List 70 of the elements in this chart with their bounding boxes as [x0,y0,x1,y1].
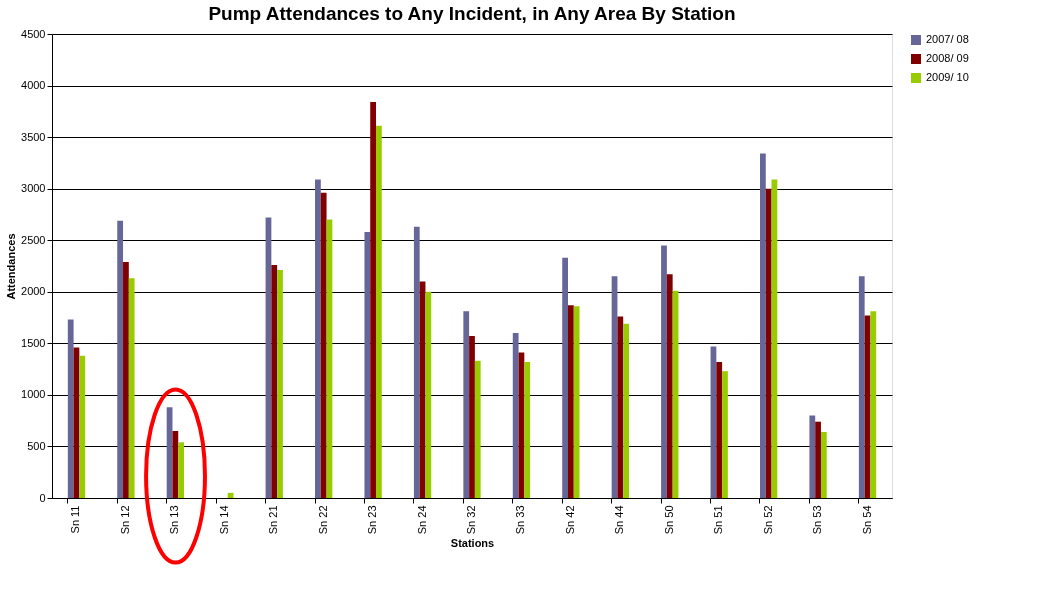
bar [370,102,376,498]
bar [623,323,629,498]
bar [573,306,580,498]
bar [524,361,531,498]
bar [661,245,667,498]
y-axis-title: Attendances [5,233,18,300]
bar [815,421,821,498]
x-tick-label: Sn 44 [613,505,626,535]
legend-label: 2008/ 09 [926,52,969,64]
legend-label: 2009/ 10 [926,71,969,83]
bar [128,278,135,498]
x-axis-title: Stations [450,537,495,550]
bar [765,188,772,498]
bar [123,261,129,498]
x-tick-label: Sn 24 [415,505,428,535]
x-tick-label: Sn 22 [316,505,329,535]
bar [79,355,86,498]
x-tick-label: Sn 21 [267,505,280,535]
bar [67,319,74,498]
chart-title: Pump Attendances to Any Incident, in Any Area By Station [208,3,736,24]
x-tick-label: Sn 53 [811,505,824,535]
bar [870,311,877,498]
x-tick-label: Sn 52 [761,505,774,535]
legend-label: 2007/ 08 [926,33,969,45]
x-tick-label: Sn 54 [860,505,873,535]
x-tick-label: Sn 33 [514,505,527,535]
bar [320,192,327,498]
x-tick-label: Sn 51 [712,505,725,535]
x-tick-label: Sn 11 [69,505,82,534]
y-tick-label: 2500 [21,233,46,246]
x-tick-label: Sn 13 [168,505,181,535]
y-tick-label: 3000 [21,182,46,195]
y-tick-label: 2000 [21,285,46,298]
bar [820,432,827,498]
y-tick-label: 3500 [21,130,46,143]
bar [809,415,816,498]
y-tick-label: 0 [39,491,46,504]
bar [413,226,420,498]
bar [568,305,574,498]
x-tick-label: Sn 23 [366,505,379,535]
y-tick-label: 1500 [21,336,46,349]
y-tick-label: 1000 [21,388,46,401]
y-tick-label: 4500 [21,27,46,40]
bar [271,264,278,498]
bar [277,270,283,498]
x-tick-label: Sn 42 [563,505,576,535]
bar [759,153,766,498]
x-tick-label: Sn 14 [217,505,230,535]
bar [463,311,470,498]
bar [858,276,865,498]
bar [562,257,568,498]
bar [469,336,475,498]
bar [364,231,371,498]
bar [376,125,382,498]
x-tick-label: Sn 12 [118,505,131,535]
bar [617,316,624,498]
bar [474,360,481,498]
bar [666,274,673,498]
bar [512,333,519,498]
bar [716,361,723,498]
bar [117,220,124,498]
y-tick-label: 500 [27,439,46,452]
bar [178,442,185,498]
bar [315,179,321,498]
y-tick-label: 4000 [21,79,46,92]
bar [722,371,728,498]
x-tick-label: Sn 32 [465,505,477,535]
bar [425,291,432,498]
bar [172,430,179,498]
x-tick-label: Sn 50 [662,505,675,535]
